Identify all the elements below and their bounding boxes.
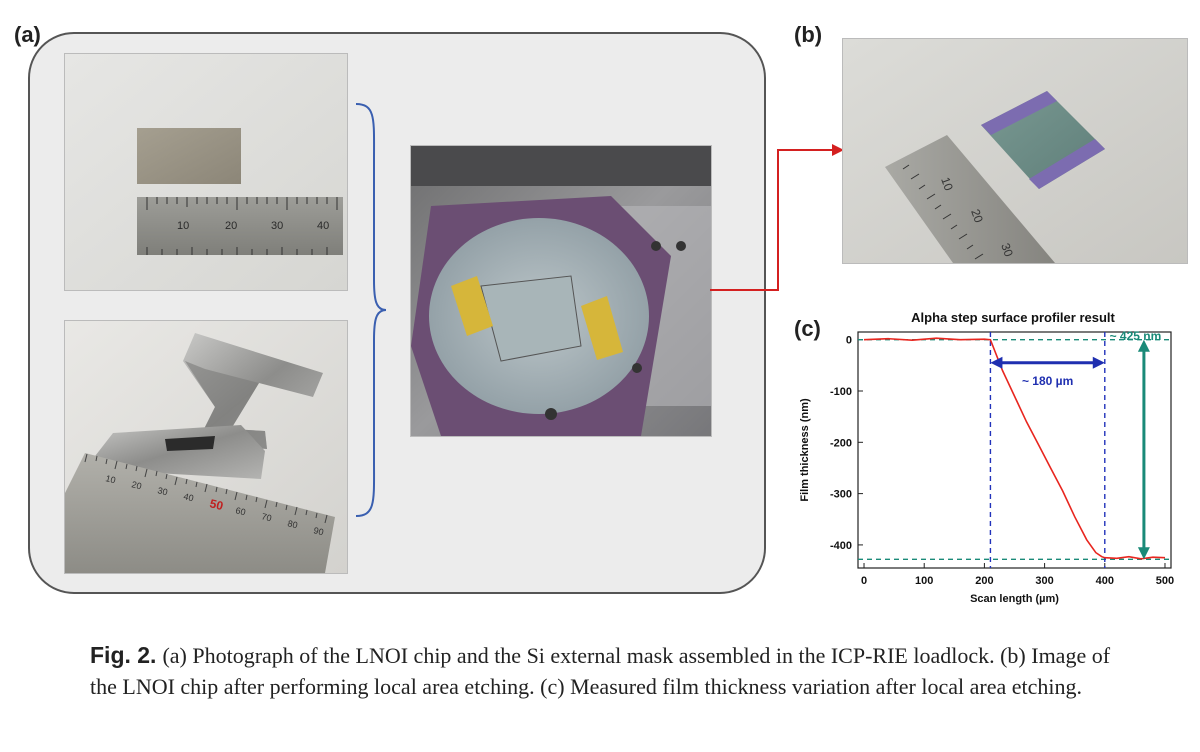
caption-text: (a) Photograph of the LNOI chip and the … xyxy=(90,643,1111,699)
y-tick-label: 0 xyxy=(846,335,852,347)
figure-caption: Fig. 2. (a) Photograph of the LNOI chip a… xyxy=(90,640,1120,702)
depth-annotation: ~ 425 nm xyxy=(1110,329,1162,343)
ruler-tick-label: 40 xyxy=(183,491,195,503)
profile-chart: Alpha step surface profiler result Film … xyxy=(799,310,1174,605)
figure-label: Fig. 2. xyxy=(90,642,157,668)
chip-photo: 10 20 30 40 xyxy=(64,53,348,291)
steel-ruler xyxy=(65,453,335,573)
unetched-edge-top xyxy=(981,91,1057,135)
panel-label-a: (a) xyxy=(14,22,41,47)
panel-label-b: (b) xyxy=(794,22,823,47)
steel-ruler xyxy=(137,197,343,255)
ruler-tick-label: 10 xyxy=(938,175,956,193)
ruler-tick-label: 70 xyxy=(261,511,273,523)
depth-arrow-head xyxy=(1137,547,1150,560)
panel-label-c: (c) xyxy=(794,316,821,341)
ruler-tick-label: 10 xyxy=(105,473,117,485)
ruler-tick-label: 40 xyxy=(317,220,329,232)
etched-chip-photo: 10 20 30 xyxy=(842,38,1188,264)
ruler-tick-label: 30 xyxy=(157,485,169,497)
x-tick-label: 100 xyxy=(915,575,933,587)
lnoi-chip xyxy=(137,128,241,184)
ruler-tick-label: 20 xyxy=(225,220,237,232)
x-tick-label: 200 xyxy=(975,575,993,587)
grouping-brace xyxy=(355,103,387,517)
red-arrow xyxy=(710,144,844,291)
x-tick-label: 300 xyxy=(1035,575,1053,587)
y-tick-label: -300 xyxy=(830,489,852,501)
ruler-tick-label: 60 xyxy=(235,505,247,517)
si-mask xyxy=(480,275,582,362)
x-tick-label: 400 xyxy=(1096,575,1114,587)
x-axis-label: Scan length (µm) xyxy=(970,593,1059,605)
kapton-tape-left xyxy=(451,276,493,336)
ruler-tick-label: 50 xyxy=(208,496,225,513)
ruler-tick-label: 20 xyxy=(968,207,986,225)
mask-photo: 10 20 30 40 50 60 70 80 90 xyxy=(64,320,348,574)
y-axis-label: Film thickness (nm) xyxy=(799,398,811,502)
ruler-tick-label: 90 xyxy=(313,525,325,537)
ruler-tick-label: 20 xyxy=(131,479,143,491)
loadlock-photo xyxy=(410,145,712,437)
profile-line xyxy=(863,337,1166,560)
x-tick-label: 500 xyxy=(1156,575,1174,587)
chart-title: Alpha step surface profiler result xyxy=(911,310,1115,325)
ruler-tick-label: 10 xyxy=(177,220,189,232)
width-arrow-head xyxy=(1092,356,1105,369)
x-tick-label: 0 xyxy=(861,575,867,587)
y-tick-label: -200 xyxy=(830,437,852,449)
ruler-tick-label: 30 xyxy=(998,241,1016,259)
kapton-tape-right xyxy=(581,296,623,360)
plot-frame xyxy=(857,331,1172,569)
ruler-tick-label: 30 xyxy=(271,220,283,232)
unetched-edge-bottom xyxy=(1029,139,1105,189)
depth-arrow-head xyxy=(1137,339,1150,352)
width-arrow-head xyxy=(990,356,1003,369)
width-annotation: ~ 180 µm xyxy=(1022,374,1073,388)
y-tick-label: -100 xyxy=(830,386,852,398)
ruler-tick-label: 80 xyxy=(287,518,299,530)
y-tick-label: -400 xyxy=(830,540,852,552)
steel-ruler xyxy=(885,135,1055,263)
